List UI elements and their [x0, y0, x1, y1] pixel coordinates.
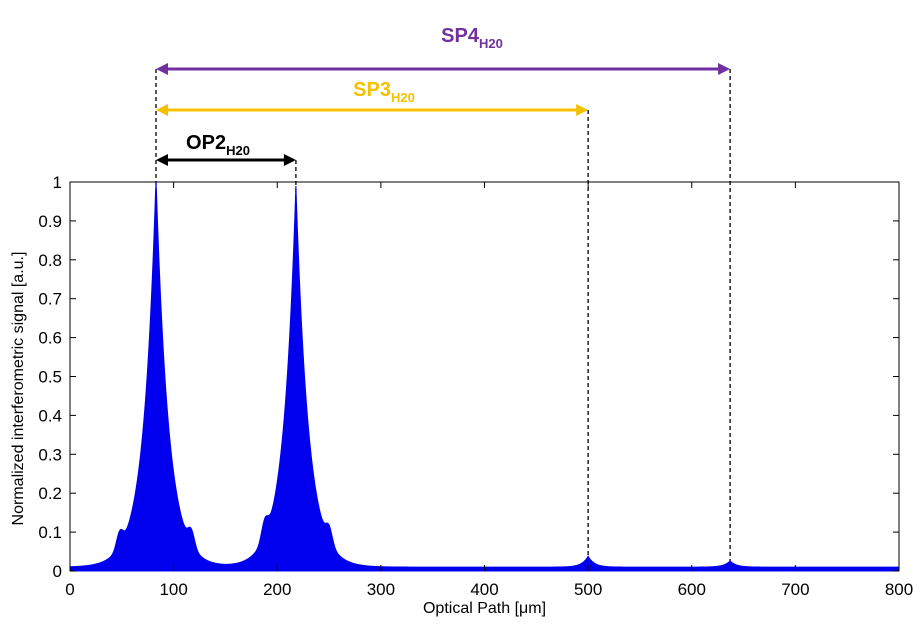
y-tick-label: 0.3: [38, 445, 62, 464]
sp3-annotation: SP3H20: [156, 79, 589, 116]
op2-annotation: OP2H20: [156, 132, 296, 166]
x-tick-label: 800: [885, 580, 913, 599]
y-tick-label: 0: [53, 562, 62, 581]
x-tick-label: 200: [263, 580, 291, 599]
y-tick-label: 0.7: [38, 290, 62, 309]
sp4-annotation: SP4H20: [156, 25, 731, 75]
y-tick-label: 0.1: [38, 523, 62, 542]
x-tick-label: 600: [678, 580, 706, 599]
y-tick-label: 0.8: [38, 251, 62, 270]
x-tick-label: 100: [159, 580, 187, 599]
plot-area: [69, 181, 900, 572]
y-tick-label: 1: [53, 173, 62, 192]
x-axis-label: Optical Path [μm]: [423, 600, 546, 617]
sp4-arrowhead-right: [718, 63, 731, 75]
ticks-layer: 0 100 200 300 400 500 600 700 800 0 0.1 0.2 0.3 0.4 0.…: [38, 173, 913, 599]
y-tick-label: 0.4: [38, 406, 62, 425]
op2-label: OP2H20: [186, 132, 250, 158]
sp3-label: SP3H20: [353, 79, 415, 105]
y-tick-label: 0.2: [38, 484, 62, 503]
sp4-arrowhead-left: [156, 63, 169, 75]
y-axis-label: Normalized interferometric signal [a.u.]: [10, 252, 27, 526]
x-tick-label: 500: [574, 580, 602, 599]
x-tick-label: 300: [367, 580, 395, 599]
x-tick-label: 0: [65, 580, 74, 599]
op2-arrowhead-left: [156, 154, 169, 166]
y-tick-label: 0.5: [38, 368, 62, 387]
sp3-arrowhead-left: [156, 104, 169, 116]
x-tick-label: 400: [470, 580, 498, 599]
sp4-label: SP4H20: [441, 25, 503, 51]
signal-area: [69, 181, 900, 572]
signal-layer: [69, 181, 900, 572]
annotations-layer: OP2H20 SP3H20 SP4H20: [155, 25, 731, 571]
sp3-arrowhead-right: [576, 104, 589, 116]
y-tick-label: 0.6: [38, 329, 62, 348]
x-tick-label: 700: [781, 580, 809, 599]
y-tick-label: 0.9: [38, 212, 62, 231]
op2-arrowhead-right: [283, 154, 296, 166]
